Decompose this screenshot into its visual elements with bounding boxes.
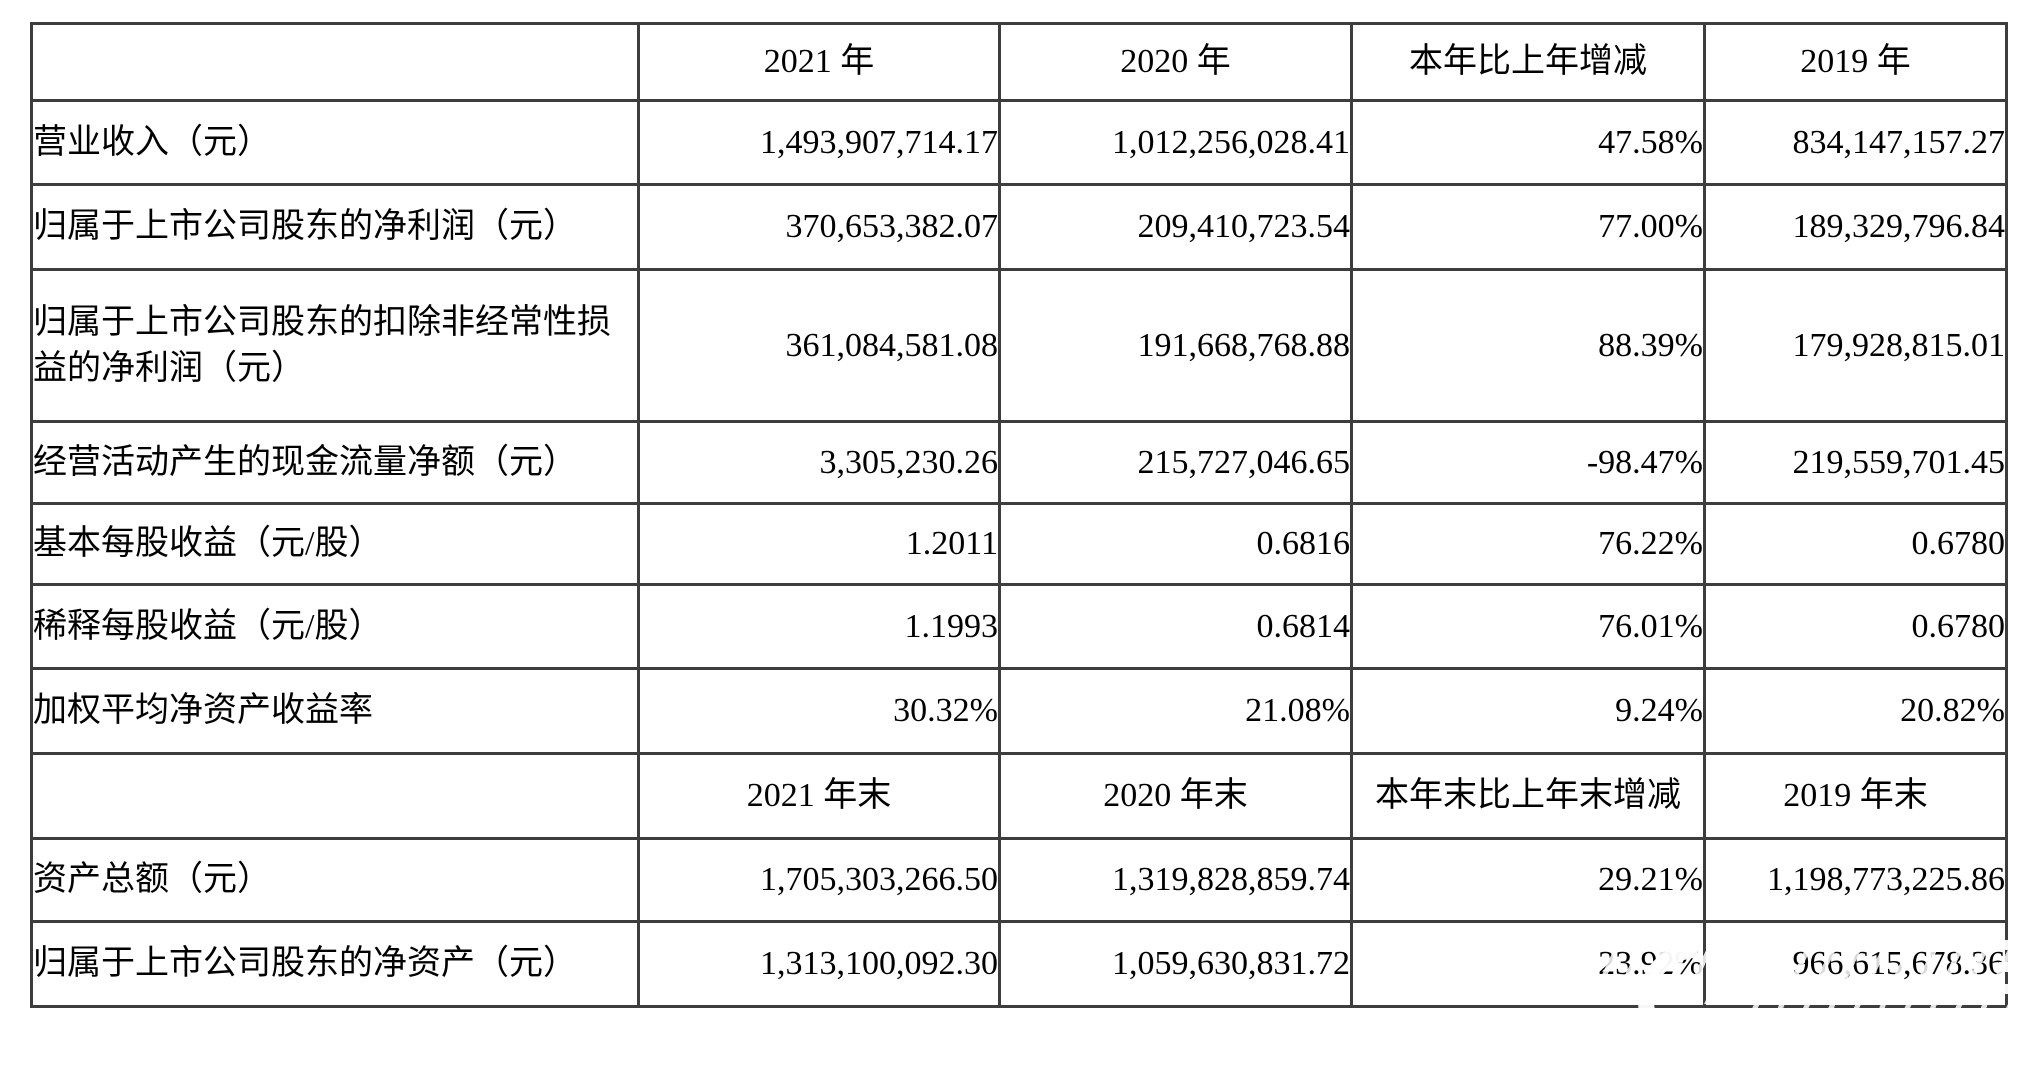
value-yoy-change: 77.00%: [1350, 183, 1706, 271]
value-2019: 189,329,796.84: [1703, 183, 2008, 271]
row-net-assets: 归属于上市公司股东的净资产（元） 1,313,100,092.30 1,059,…: [30, 920, 2008, 1008]
value-2021: 30.32%: [637, 667, 1001, 755]
header-row-annual: 2021 年 2020 年 本年比上年增减 2019 年: [30, 22, 2008, 102]
row-weighted-roe: 加权平均净资产收益率 30.32% 21.08% 9.24% 20.82%: [30, 667, 2008, 755]
value-yoy-change: 47.58%: [1350, 99, 1706, 186]
value-2021-end: 1,313,100,092.30: [637, 920, 1001, 1008]
value-2021: 1.2011: [637, 502, 1001, 586]
value-2020: 0.6816: [998, 502, 1353, 586]
row-label: 加权平均净资产收益率: [30, 667, 640, 755]
row-revenue: 营业收入（元） 1,493,907,714.17 1,012,256,028.4…: [30, 99, 2008, 186]
value-2020-end: 1,319,828,859.74: [998, 837, 1353, 923]
value-2019: 219,559,701.45: [1703, 420, 2008, 505]
value-yearend-change: 23.92%: [1350, 920, 1706, 1008]
value-yoy-change: 9.24%: [1350, 667, 1706, 755]
value-2021: 1.1993: [637, 583, 1001, 670]
financial-summary-page: 2021 年 2020 年 本年比上年增减 2019 年 营业收入（元） 1,4…: [30, 22, 2010, 1084]
row-basic-eps: 基本每股收益（元/股） 1.2011 0.6816 76.22% 0.6780: [30, 502, 2008, 586]
row-label: 基本每股收益（元/股）: [30, 502, 640, 586]
value-2019: 0.6780: [1703, 583, 2008, 670]
header-cell-blank: [30, 22, 640, 102]
row-label: 资产总额（元）: [30, 837, 640, 923]
value-2021-end: 1,705,303,266.50: [637, 837, 1001, 923]
header-cell-2020-end: 2020 年末: [998, 752, 1353, 840]
value-2021: 361,084,581.08: [637, 268, 1001, 423]
value-2019: 20.82%: [1703, 667, 2008, 755]
row-net-profit: 归属于上市公司股东的净利润（元） 370,653,382.07 209,410,…: [30, 183, 2008, 271]
row-total-assets: 资产总额（元） 1,705,303,266.50 1,319,828,859.7…: [30, 837, 2008, 923]
header-cell-yearend-change: 本年末比上年末增减: [1350, 752, 1706, 840]
value-2020: 191,668,768.88: [998, 268, 1353, 423]
header-cell-2019-end: 2019 年末: [1703, 752, 2008, 840]
value-2020: 21.08%: [998, 667, 1353, 755]
value-2020: 215,727,046.65: [998, 420, 1353, 505]
row-label: 归属于上市公司股东的净资产（元）: [30, 920, 640, 1008]
header-cell-2020: 2020 年: [998, 22, 1353, 102]
value-2021: 1,493,907,714.17: [637, 99, 1001, 186]
row-diluted-eps: 稀释每股收益（元/股） 1.1993 0.6814 76.01% 0.6780: [30, 583, 2008, 670]
value-2019: 834,147,157.27: [1703, 99, 2008, 186]
value-yearend-change: 29.21%: [1350, 837, 1706, 923]
value-2019-end: 966,615,678.36: [1703, 920, 2008, 1008]
value-yoy-change: 88.39%: [1350, 268, 1706, 423]
header-cell-2021: 2021 年: [637, 22, 1001, 102]
row-net-profit-deducted: 归属于上市公司股东的扣除非经常性损益的净利润（元） 361,084,581.08…: [30, 268, 2008, 423]
row-label: 稀释每股收益（元/股）: [30, 583, 640, 670]
value-2019-end: 1,198,773,225.86: [1703, 837, 2008, 923]
value-2019: 0.6780: [1703, 502, 2008, 586]
financial-summary-table: 2021 年 2020 年 本年比上年增减 2019 年 营业收入（元） 1,4…: [30, 22, 2008, 1008]
row-label: 归属于上市公司股东的净利润（元）: [30, 183, 640, 271]
value-2020: 1,012,256,028.41: [998, 99, 1353, 186]
value-yoy-change: 76.22%: [1350, 502, 1706, 586]
row-label: 归属于上市公司股东的扣除非经常性损益的净利润（元）: [30, 268, 640, 423]
header-cell-2021-end: 2021 年末: [637, 752, 1001, 840]
value-yoy-change: -98.47%: [1350, 420, 1706, 505]
row-label: 经营活动产生的现金流量净额（元）: [30, 420, 640, 505]
header-cell-2019: 2019 年: [1703, 22, 2008, 102]
header-row-year-end: 2021 年末 2020 年末 本年末比上年末增减 2019 年末: [30, 752, 2008, 840]
value-2021: 370,653,382.07: [637, 183, 1001, 271]
value-2020-end: 1,059,630,831.72: [998, 920, 1353, 1008]
value-yoy-change: 76.01%: [1350, 583, 1706, 670]
value-2019: 179,928,815.01: [1703, 268, 2008, 423]
header-cell-blank: [30, 752, 640, 840]
header-cell-yoy-change: 本年比上年增减: [1350, 22, 1706, 102]
value-2020: 209,410,723.54: [998, 183, 1353, 271]
value-2020: 0.6814: [998, 583, 1353, 670]
value-2021: 3,305,230.26: [637, 420, 1001, 505]
row-operating-cash-flow: 经营活动产生的现金流量净额（元） 3,305,230.26 215,727,04…: [30, 420, 2008, 505]
row-label: 营业收入（元）: [30, 99, 640, 186]
